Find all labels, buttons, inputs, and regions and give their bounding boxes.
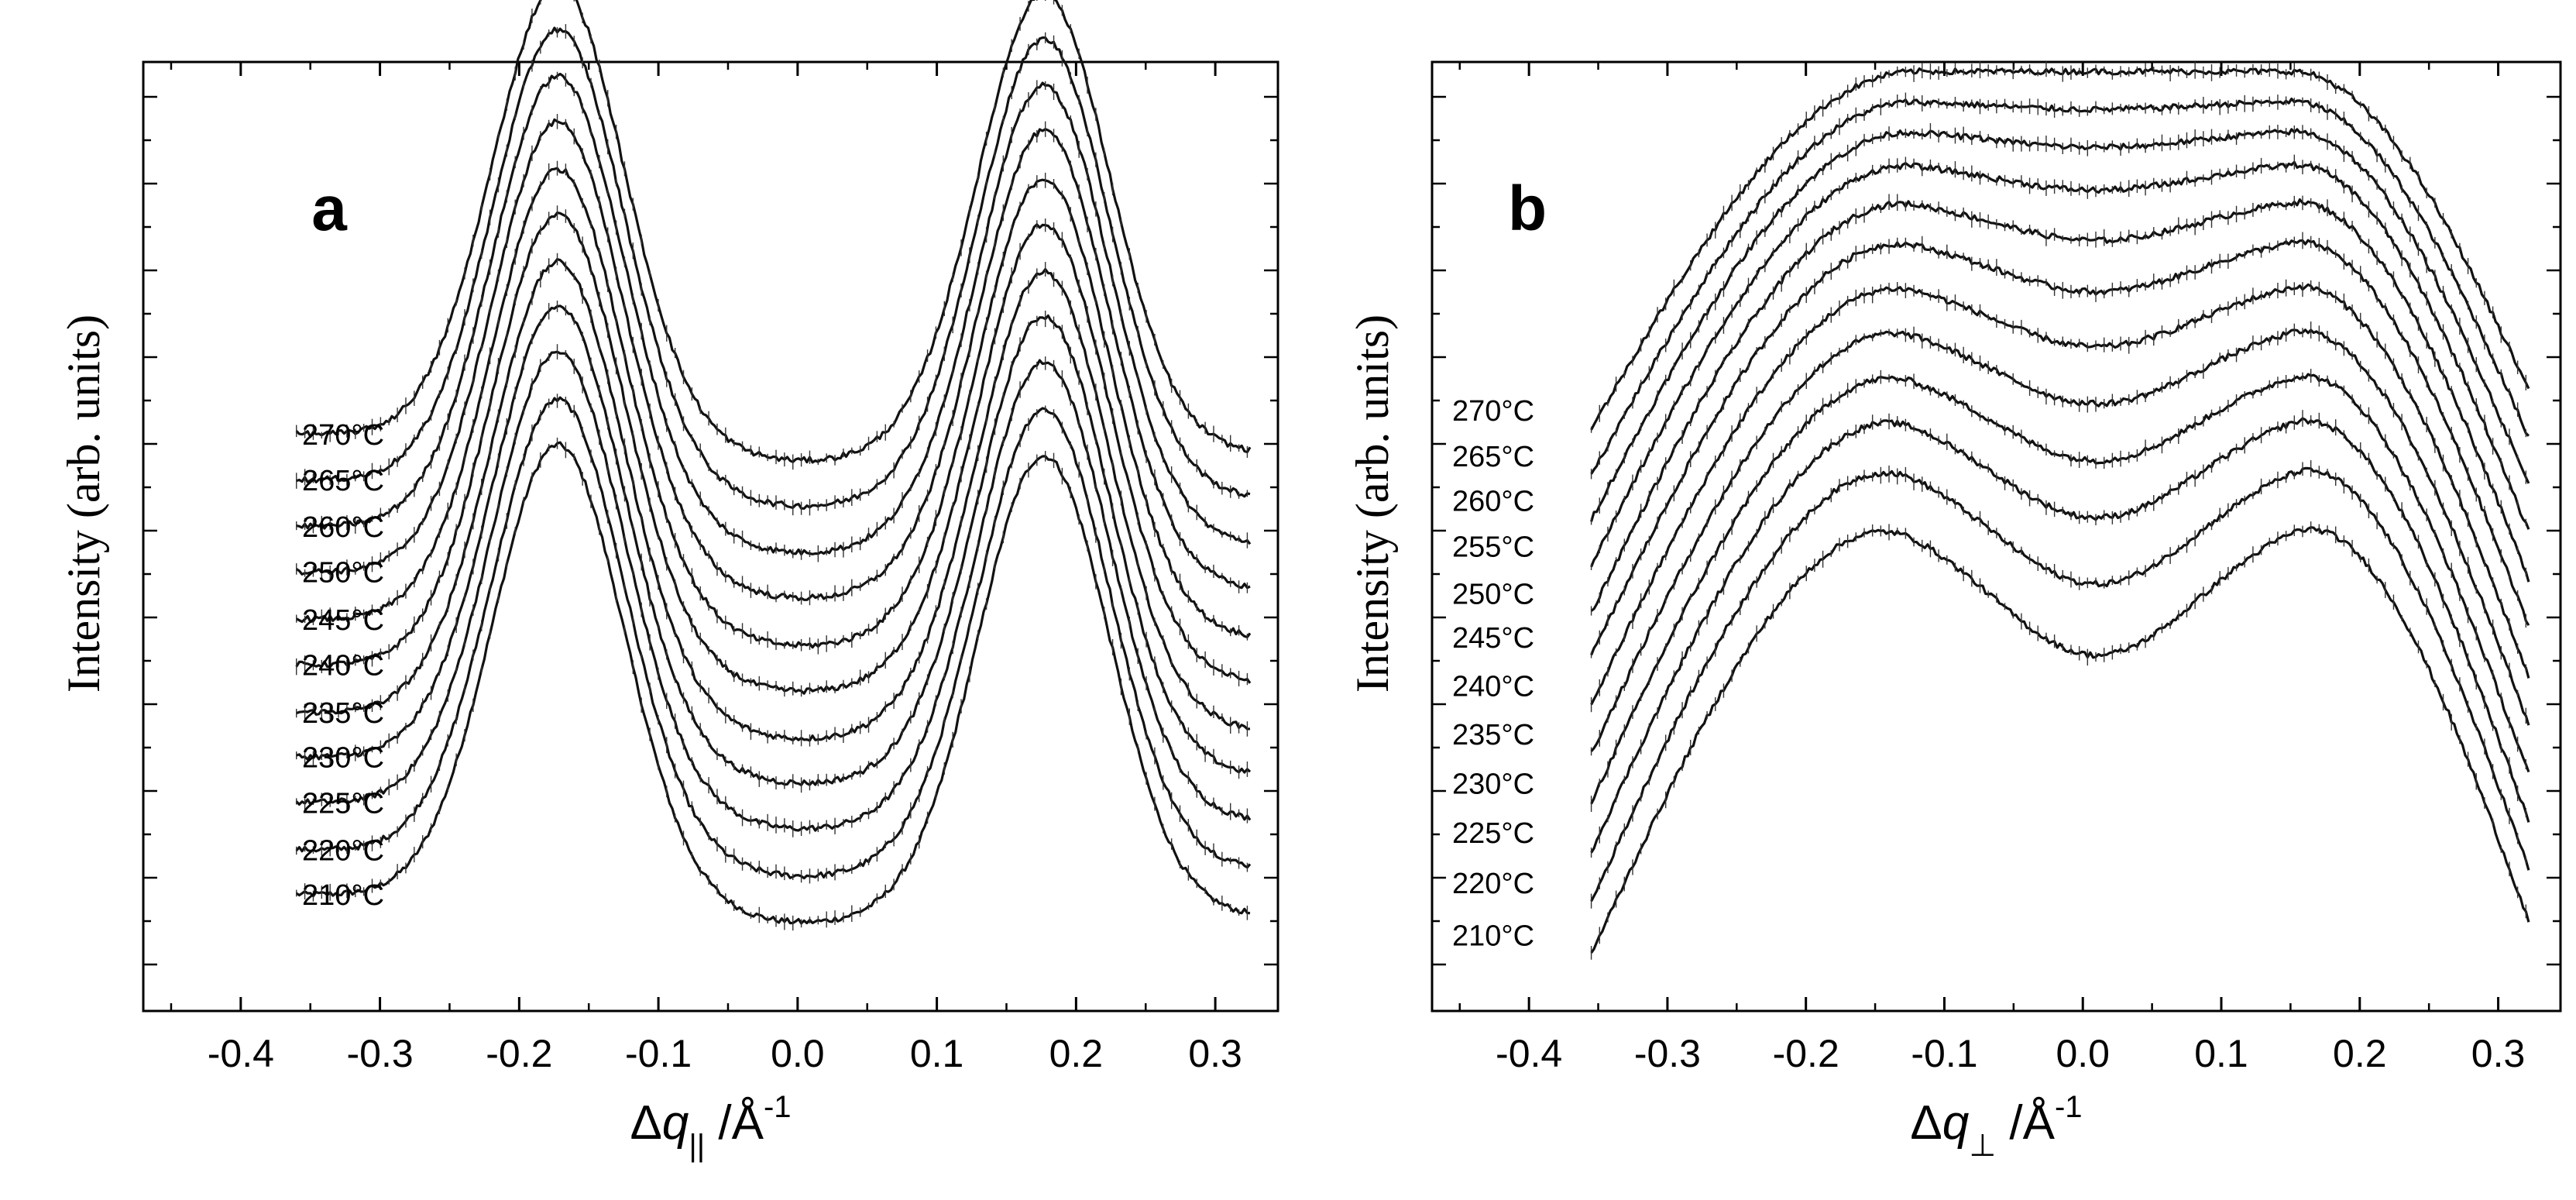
series-line-250°C	[295, 118, 1251, 602]
series-line-240°C	[1590, 283, 2530, 706]
series-label-230°C: 230°C	[1452, 768, 1534, 801]
series-line-225°C	[295, 350, 1252, 832]
x-tick-label: -0.3	[346, 1032, 413, 1075]
series-line-235°C	[1590, 328, 2530, 752]
x-axis-label-q: q	[1942, 1096, 1970, 1150]
series-label-250°C: 250°C	[1452, 579, 1534, 611]
x-tick-label: 0.1	[2194, 1032, 2248, 1075]
series-line-245°C	[295, 167, 1252, 649]
series-label-220°C: 220°C	[1452, 868, 1534, 900]
x-axis-label-subscript: ⊥	[1969, 1129, 1996, 1163]
x-axis-label-subscript: ||	[689, 1129, 705, 1163]
plot-frame	[142, 60, 1279, 1013]
series-label-270°C: 270°C	[1452, 395, 1534, 428]
x-tick-label: -0.2	[1773, 1032, 1839, 1075]
series-line-260°C	[1590, 128, 2530, 522]
x-axis-label-unit: /Å	[705, 1096, 764, 1150]
series-label-225°C: 225°C	[302, 787, 384, 820]
panel-a: -0.4 -0.3 -0.2 -0.1 0.0 0.1 0.2 0.3 210°C 220°C 22…	[58, 0, 1279, 1163]
series-line-250°C	[1590, 198, 2530, 612]
series-label-210°C: 210°C	[1452, 920, 1534, 953]
panel-b: -0.4 -0.3 -0.2 -0.1 0.0 0.1 0.2 0.3 210°C 220°C 22…	[1347, 60, 2562, 1163]
series-label-220°C: 220°C	[302, 835, 384, 868]
plot-frame	[1431, 60, 2562, 1013]
x-tick-label: 0.3	[1188, 1032, 1242, 1075]
series-label-265°C: 265°C	[302, 465, 384, 497]
x-tick-label: -0.2	[486, 1032, 552, 1075]
series-label-255°C: 255°C	[1452, 531, 1534, 563]
series-line-235°C	[296, 258, 1251, 742]
x-axis-label-prefix: Δ	[1910, 1096, 1942, 1150]
series-label-245°C: 245°C	[1452, 622, 1534, 655]
series-line-230°C	[296, 304, 1252, 786]
x-tick-label: -0.4	[208, 1032, 274, 1075]
series-line-255°C	[1590, 160, 2530, 568]
x-axis-label: Δq⊥ /Å-1	[1910, 1090, 2082, 1163]
series-line-265°C	[296, 26, 1251, 510]
series-line-245°C	[1590, 239, 2530, 656]
series-label-235°C: 235°C	[1452, 719, 1534, 751]
x-tick-label: 0.3	[2471, 1032, 2526, 1075]
series-label-260°C: 260°C	[302, 511, 384, 544]
x-tick-label: 0.2	[2333, 1032, 2387, 1075]
x-axis-label-unit: /Å	[1996, 1096, 2055, 1150]
series-line-220°C	[1590, 466, 2530, 902]
x-tick-label: 0.2	[1049, 1032, 1104, 1075]
series-label-235°C: 235°C	[302, 697, 384, 730]
series-label-250°C: 250°C	[302, 557, 384, 590]
x-axis-label-q: q	[662, 1096, 689, 1150]
series-label-225°C: 225°C	[1452, 817, 1534, 850]
series-label-260°C: 260°C	[1452, 485, 1534, 517]
series-line-230°C	[1590, 373, 2530, 805]
x-tick-label: 0.1	[910, 1032, 964, 1075]
series-line-260°C	[296, 72, 1252, 556]
x-axis-label: Δq|| /Å-1	[630, 1090, 791, 1163]
x-tick-label: 0.0	[771, 1032, 825, 1075]
series-line-265°C	[1590, 98, 2530, 475]
x-tick-label: -0.1	[625, 1032, 692, 1075]
series-label-265°C: 265°C	[1452, 441, 1534, 473]
series-label-240°C: 240°C	[302, 650, 384, 683]
x-tick-label: -0.1	[1911, 1032, 1977, 1075]
x-axis-label-superscript: -1	[2055, 1090, 2083, 1124]
series-label-270°C: 270°C	[302, 419, 384, 452]
series-line-240°C	[295, 211, 1252, 695]
series-line-220°C	[295, 396, 1252, 880]
series-line-225°C	[1590, 417, 2530, 854]
x-tick-label: -0.3	[1634, 1032, 1701, 1075]
series-label-245°C: 245°C	[302, 604, 384, 637]
panel-label: a	[311, 174, 348, 244]
y-axis-label: Intensity (arb. units)	[58, 315, 109, 693]
x-tick-label: -0.4	[1496, 1032, 1562, 1075]
series-label-230°C: 230°C	[302, 742, 384, 775]
series-line-210°C	[295, 441, 1251, 925]
series-label-210°C: 210°C	[302, 879, 384, 912]
series-line-270°C	[295, 0, 1252, 464]
x-axis-label-prefix: Δ	[630, 1096, 661, 1150]
x-axis-label-superscript: -1	[764, 1090, 792, 1124]
panel-label: b	[1508, 174, 1547, 244]
x-tick-label: 0.0	[2056, 1032, 2110, 1075]
series-label-240°C: 240°C	[1452, 670, 1534, 703]
series-line-210°C	[1590, 526, 2530, 954]
series-line-270°C	[1590, 67, 2530, 431]
y-axis-label: Intensity (arb. units)	[1347, 315, 1398, 693]
